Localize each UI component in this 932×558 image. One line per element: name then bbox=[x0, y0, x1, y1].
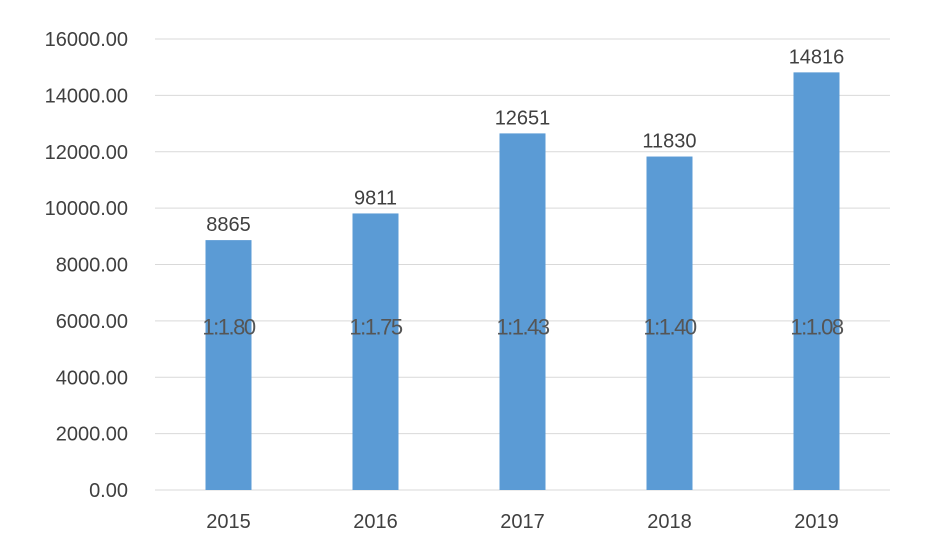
bar-2019 bbox=[793, 72, 840, 491]
bar-value-label: 8865 bbox=[206, 214, 251, 236]
y-tick-label: 2000.00 bbox=[56, 424, 128, 446]
bar-value-labels: 8865 9811 12651 11830 14816 bbox=[206, 46, 844, 236]
bar-ratio-label: 1:1.08 bbox=[790, 315, 843, 340]
bar-ratio-labels: 1:1.80 1:1.75 1:1.43 1:1.40 1:1.08 bbox=[202, 315, 845, 340]
y-tick-label: 6000.00 bbox=[56, 311, 128, 333]
x-tick-label: 2016 bbox=[353, 511, 398, 533]
x-tick-label: 2015 bbox=[206, 511, 251, 533]
x-tick-label: 2018 bbox=[647, 511, 692, 533]
bar-value-label: 12651 bbox=[495, 107, 551, 129]
bars bbox=[205, 72, 840, 491]
bar-ratio-label: 1:1.43 bbox=[496, 315, 549, 340]
x-axis-tick-labels: 2015 2016 2017 2018 2019 bbox=[206, 511, 839, 533]
y-tick-label: 10000.00 bbox=[45, 198, 128, 220]
x-tick-label: 2019 bbox=[794, 511, 839, 533]
y-tick-label: 14000.00 bbox=[45, 85, 128, 107]
bar-ratio-label: 1:1.75 bbox=[349, 315, 402, 340]
bar-2015 bbox=[205, 240, 252, 490]
bar-2017 bbox=[499, 133, 546, 490]
y-tick-label: 12000.00 bbox=[45, 142, 128, 164]
bar-value-label: 11830 bbox=[642, 131, 696, 153]
y-tick-label: 0.00 bbox=[89, 480, 128, 502]
bar-ratio-label: 1:1.40 bbox=[643, 315, 696, 340]
y-tick-label: 8000.00 bbox=[56, 255, 128, 277]
bar-value-label: 14816 bbox=[789, 46, 845, 68]
y-tick-label: 16000.00 bbox=[45, 29, 128, 51]
bar-2016 bbox=[352, 213, 399, 490]
y-axis-tick-labels: 0.00 2000.00 4000.00 6000.00 8000.00 10000.00… bbox=[45, 29, 128, 502]
bar-value-label: 9811 bbox=[354, 187, 397, 209]
y-tick-label: 4000.00 bbox=[56, 367, 128, 389]
x-tick-label: 2017 bbox=[500, 511, 545, 533]
bar-ratio-label: 1:1.80 bbox=[202, 315, 255, 340]
bar-2018 bbox=[646, 156, 693, 490]
